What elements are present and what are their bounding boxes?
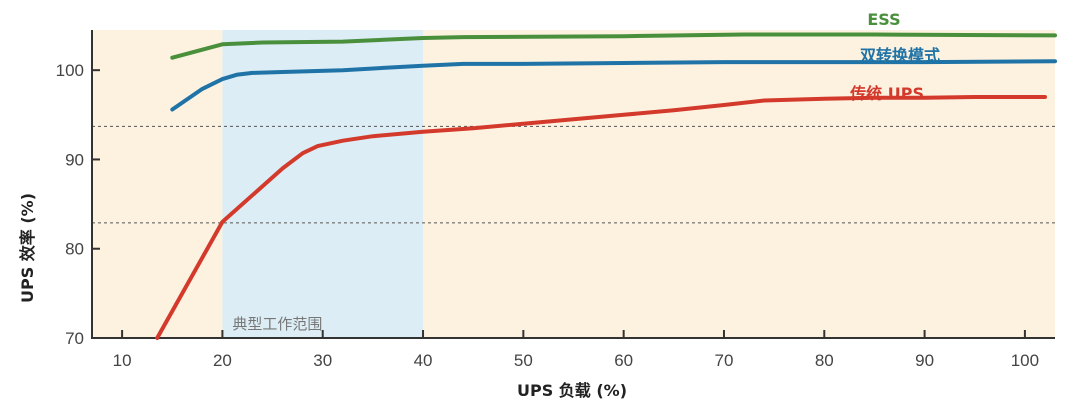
region-band-1 — [222, 30, 424, 338]
region-label: 典型工作范围 — [232, 315, 322, 333]
series-label-2: 传统 UPS — [849, 84, 924, 103]
series-label-1: 双转换模式 — [860, 46, 940, 65]
x-tick-label: 40 — [414, 351, 433, 370]
series-label-0: ESS — [867, 10, 900, 29]
gridlines — [92, 125, 1055, 224]
x-axis-title: UPS 负载 (%) — [517, 381, 627, 400]
y-axis-title: UPS 效率 (%) — [18, 193, 37, 303]
x-tick-label: 20 — [213, 351, 232, 370]
x-tick-label: 90 — [915, 351, 934, 370]
background-bands — [92, 30, 1055, 338]
series-line-1 — [170, 59, 1057, 112]
series-lines — [155, 32, 1057, 340]
x-tick-label: 10 — [113, 351, 132, 370]
y-tick-label: 100 — [56, 61, 84, 80]
x-tick-label: 60 — [614, 351, 633, 370]
region-band-0 — [92, 30, 223, 338]
y-tick-label: 70 — [65, 329, 84, 348]
series-line-0 — [170, 32, 1057, 60]
x-tick-label: 70 — [715, 351, 734, 370]
x-tick-label: 30 — [313, 351, 332, 370]
y-tick-label: 80 — [65, 240, 84, 259]
region-band-2 — [423, 30, 1055, 338]
x-tick-label: 100 — [1011, 351, 1039, 370]
x-tick-label: 80 — [815, 351, 834, 370]
x-tick-label: 50 — [514, 351, 533, 370]
series-line-2 — [155, 95, 1047, 340]
y-tick-label: 90 — [65, 150, 84, 169]
axes: 10 20 30 40 50 60 70 80 90 100 70 80 90 100 — [56, 30, 1055, 370]
